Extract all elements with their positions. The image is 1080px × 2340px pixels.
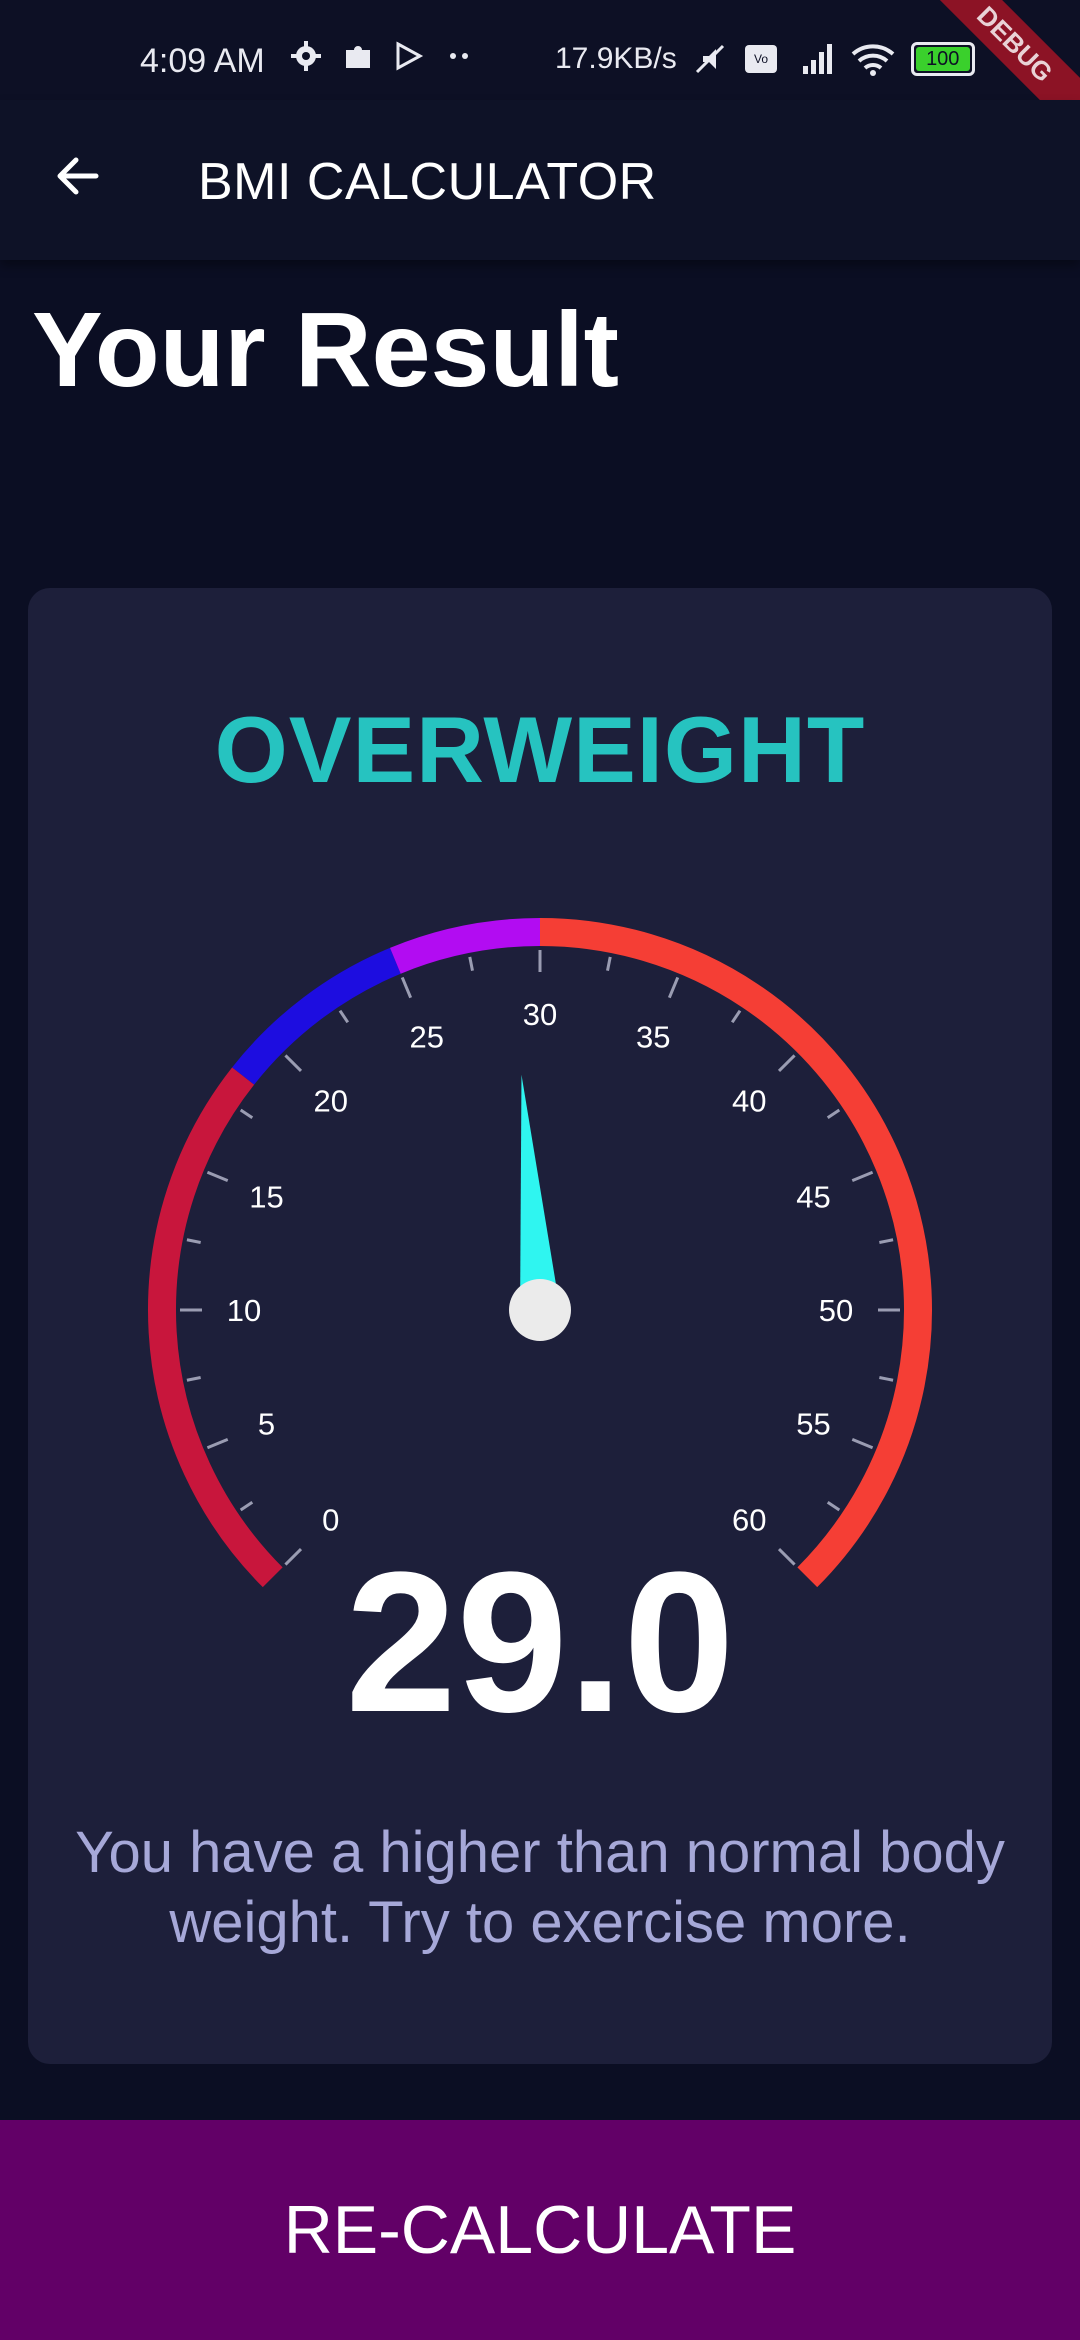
battery-level: 100 <box>926 48 960 70</box>
more-dots-icon <box>450 53 468 59</box>
gauge-tick <box>206 1170 229 1183</box>
gauge-labels: 0 5 10 15 20 25 30 35 40 45 50 55 60 <box>227 997 853 1537</box>
gauge-tick <box>606 956 612 971</box>
gauge-tick-label: 45 <box>796 1180 830 1215</box>
gauge-tick <box>879 1376 894 1382</box>
gauge-tick <box>730 1009 742 1024</box>
status-bar: 4:09 AM 17.9KB/s Vo <box>0 0 1080 145</box>
gauge-tick <box>826 1500 841 1512</box>
puzzle-icon <box>346 46 370 68</box>
gauge-tick <box>777 1054 796 1073</box>
status-system-icons: 17.9KB/s Vo 100 <box>555 42 975 76</box>
wifi-icon <box>851 44 895 76</box>
result-category: OVERWEIGHT <box>214 697 866 802</box>
gauge-tick-label: 15 <box>249 1180 283 1215</box>
gauge-range-3 <box>539 918 932 1588</box>
gauge-range-1 <box>232 947 401 1085</box>
bmi-value: 29.0 <box>345 1531 735 1754</box>
gauge-needle-knob <box>509 1279 571 1341</box>
status-time: 4:09 AM <box>140 42 265 80</box>
result-interpretation: You have a higher than normal body weigh… <box>75 1820 1005 1955</box>
gauge-tick <box>206 1437 229 1450</box>
gauge-tick-label: 50 <box>819 1293 853 1328</box>
app-bar: BMI CALCULATOR <box>0 100 1080 260</box>
status-notification-icons <box>290 40 474 72</box>
gauge-tick-label: 0 <box>322 1502 339 1537</box>
gauge-tick <box>284 1547 303 1566</box>
gauge-tick <box>851 1437 874 1450</box>
app-bar-title: BMI CALCULATOR <box>198 153 657 211</box>
gauge-tick <box>851 1170 874 1183</box>
gauge-tick-label: 25 <box>409 1020 443 1055</box>
gauge-tick-label: 55 <box>796 1406 830 1441</box>
gauge-tick <box>400 976 413 999</box>
net-speed: 17.9KB/s <box>555 42 677 75</box>
signal-icon <box>802 44 832 74</box>
bmi-gauge: 0 5 10 15 20 25 30 35 40 45 50 55 60 <box>148 918 932 1588</box>
gauge-tick <box>186 1238 201 1244</box>
gauge-tick-label: 20 <box>313 1084 347 1119</box>
svg-text:Vo: Vo <box>754 52 768 66</box>
arrow-left-icon <box>57 157 99 195</box>
gauge-tick-label: 35 <box>636 1020 670 1055</box>
gauge-tick-label: 30 <box>523 997 557 1032</box>
gauge-needle <box>520 1074 560 1312</box>
play-store-icon <box>396 41 424 71</box>
gauge-tick <box>239 1108 254 1120</box>
gauge-tick <box>338 1009 350 1024</box>
gauge-tick <box>186 1376 201 1382</box>
gauge-tick <box>879 1238 894 1244</box>
gauge-tick-label: 40 <box>732 1084 766 1119</box>
recalculate-button[interactable]: RE-CALCULATE <box>0 2120 1080 2340</box>
gauge-ranges <box>148 918 932 1588</box>
gauge-tick <box>284 1054 303 1073</box>
settings-icon <box>291 41 321 71</box>
gauge-tick-label: 5 <box>258 1406 275 1441</box>
back-button[interactable] <box>40 138 116 214</box>
mute-icon <box>695 44 724 74</box>
gauge-tick-label: 60 <box>732 1502 766 1537</box>
result-card: OVERWEIGHT 0 5 10 15 20 25 30 35 40 45 50 55 60 29.0… <box>28 588 1052 2064</box>
gauge-tick <box>468 956 474 971</box>
gauge-tick-label: 10 <box>227 1293 261 1328</box>
gauge-tick <box>667 976 680 999</box>
gauge-range-2 <box>389 918 541 974</box>
gauge-ticks <box>180 950 900 1566</box>
page-title: Your Result <box>32 291 619 409</box>
gauge-tick <box>826 1108 841 1120</box>
gauge-range-0 <box>148 1067 283 1588</box>
gauge-tick <box>239 1500 254 1512</box>
gauge-tick <box>777 1547 796 1566</box>
battery-icon: 100 <box>910 42 975 76</box>
volte-icon: Vo <box>744 45 777 73</box>
